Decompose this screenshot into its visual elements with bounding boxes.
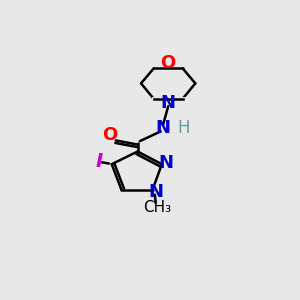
Text: CH₃: CH₃ <box>143 200 171 215</box>
Text: I: I <box>95 152 103 171</box>
Text: O: O <box>102 126 118 144</box>
Text: N: N <box>158 154 173 172</box>
Text: O: O <box>160 54 176 72</box>
Text: N: N <box>148 183 164 201</box>
Text: N: N <box>161 94 176 112</box>
Text: H: H <box>177 119 190 137</box>
Text: N: N <box>155 119 170 137</box>
